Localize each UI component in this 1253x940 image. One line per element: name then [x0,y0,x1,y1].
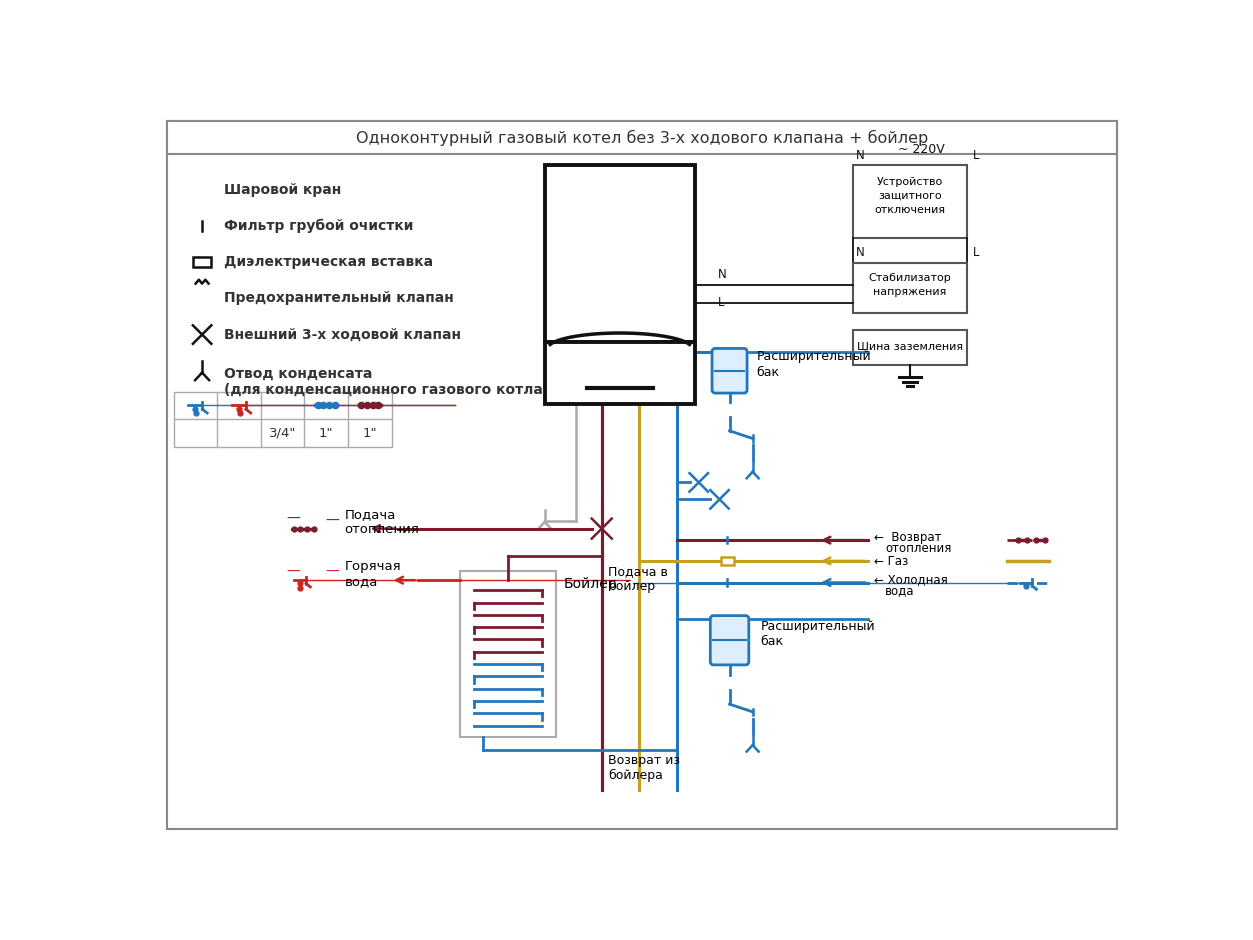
Text: ← Холодная: ← Холодная [875,572,949,586]
Bar [853,165,967,239]
Polygon shape [722,682,737,690]
Polygon shape [771,575,784,583]
Bar [545,342,695,404]
Polygon shape [722,409,737,417]
Polygon shape [591,528,611,539]
Polygon shape [710,490,729,499]
Polygon shape [771,540,784,547]
Text: N: N [718,268,727,281]
Polygon shape [748,431,758,446]
Text: Подача в
бойлер: Подача в бойлер [608,565,668,593]
Text: защитного: защитного [878,191,941,201]
Bar [168,120,1116,154]
Text: Шина заземления: Шина заземления [857,342,962,352]
Text: —: — [326,565,340,579]
Text: Фильтр грубой очистки: Фильтр грубой очистки [224,219,413,233]
Polygon shape [747,554,761,561]
Polygon shape [771,583,784,589]
Text: Подача
отопления: Подача отопления [345,509,420,537]
Polygon shape [194,215,211,237]
Text: 1": 1" [320,427,333,440]
Text: 3/4": 3/4" [269,427,296,440]
Text: ←  Возврат: ← Возврат [875,530,942,543]
Text: вода: вода [885,585,915,598]
Text: ← Газ: ← Газ [875,556,908,568]
Text: Расширительный: Расширительный [761,619,875,633]
Text: —: — [287,565,301,579]
Polygon shape [274,400,283,410]
Bar [545,165,695,342]
Text: Одноконтурный газовый котел без 3-х ходового клапана + бойлер: Одноконтурный газовый котел без 3-х ходо… [356,130,928,146]
Polygon shape [747,583,761,589]
Text: Расширительный: Расширительный [757,351,871,364]
FancyBboxPatch shape [712,349,747,393]
Bar [720,557,734,565]
Bar [174,392,391,447]
Text: Отвод конденсата
(для конденсационного газового котла): Отвод конденсата (для конденсационного г… [224,367,549,397]
Text: —: — [287,511,301,525]
Text: L: L [972,245,979,258]
Polygon shape [192,180,212,190]
Text: Предохранительный клапан: Предохранительный клапан [224,291,454,306]
FancyBboxPatch shape [710,616,749,665]
Polygon shape [591,519,611,528]
Text: —: — [326,514,340,527]
Polygon shape [601,551,610,560]
Text: L: L [718,296,724,309]
Polygon shape [193,289,212,295]
Text: Устройство: Устройство [877,177,942,187]
Polygon shape [747,575,761,583]
Polygon shape [192,190,212,200]
Polygon shape [747,561,761,568]
Bar [193,258,211,267]
Bar [460,571,556,737]
Bar [853,330,967,365]
Polygon shape [283,400,291,410]
Text: Бойлер: Бойлер [564,577,618,591]
Text: Шаровой кран: Шаровой кран [224,182,341,196]
Polygon shape [722,401,737,409]
Text: Внешний 3-х ходовой клапан: Внешний 3-х ходовой клапан [224,327,461,341]
Polygon shape [710,499,729,509]
Polygon shape [748,705,758,719]
Polygon shape [689,482,708,492]
Polygon shape [593,490,610,498]
Polygon shape [771,554,784,561]
Polygon shape [722,575,733,589]
Polygon shape [771,533,784,540]
Text: Возврат из
бойлера: Возврат из бойлера [608,754,680,782]
Polygon shape [722,533,733,547]
Polygon shape [593,481,610,490]
Polygon shape [593,551,601,560]
Text: Диэлектрическая вставка: Диэлектрическая вставка [224,255,432,269]
Polygon shape [747,533,761,540]
Text: отключения: отключения [875,205,945,215]
Polygon shape [193,335,212,344]
Text: напряжения: напряжения [873,288,946,297]
Polygon shape [193,325,212,335]
Bar [853,263,967,313]
Polygon shape [747,540,761,547]
Text: Стабилизатор: Стабилизатор [868,274,951,283]
Text: N: N [856,149,865,163]
Text: N: N [856,245,865,258]
Text: L: L [972,149,979,163]
Text: бак: бак [761,635,783,649]
Text: 1": 1" [362,427,377,440]
Polygon shape [193,295,212,304]
Text: ~ 220V: ~ 220V [897,143,945,156]
Polygon shape [689,473,708,482]
Text: Горячая
вода: Горячая вода [345,560,401,588]
Text: отопления: отопления [885,542,951,556]
Polygon shape [771,561,784,568]
Polygon shape [722,675,737,682]
Text: бак: бак [757,366,779,379]
